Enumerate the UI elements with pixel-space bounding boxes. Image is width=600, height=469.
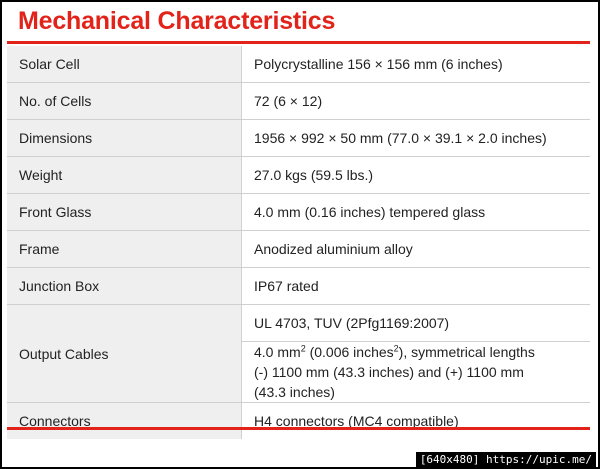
row-value: IP67 rated xyxy=(241,267,590,305)
row-label: Dimensions xyxy=(7,119,242,157)
table-row: Frame Anodized aluminium alloy xyxy=(7,230,590,268)
table-row: Weight 27.0 kgs (59.5 lbs.) xyxy=(7,156,590,194)
cable-spec-text-c: ), symmetrical lengths (-) 1100 mm (43.3… xyxy=(254,344,535,400)
table-row: Output Cables UL 4703, TUV (2Pfg1169:200… xyxy=(7,304,590,403)
row-label: Connectors xyxy=(7,402,242,439)
row-value: 4.0 mm2 (0.006 inches2), symmetrical len… xyxy=(241,341,590,403)
row-label: Frame xyxy=(7,230,242,268)
row-label: Output Cables xyxy=(7,304,242,403)
row-value: H4 connectors (MC4 compatible) xyxy=(241,402,590,439)
row-value: Polycrystalline 156 × 156 mm (6 inches) xyxy=(241,46,590,83)
table-row: 4.0 mm2 (0.006 inches2), symmetrical len… xyxy=(7,341,590,403)
table-row: No. of Cells 72 (6 × 12) xyxy=(7,82,590,120)
spec-table: Solar Cell Polycrystalline 156 × 156 mm … xyxy=(7,46,590,439)
row-value: UL 4703, TUV (2Pfg1169:2007) xyxy=(241,304,590,342)
cable-spec-text-a: 4.0 mm xyxy=(254,344,301,360)
cable-spec-sup-b: 2 xyxy=(393,343,399,354)
row-value: 27.0 kgs (59.5 lbs.) xyxy=(241,156,590,194)
watermark-label: [640x480] https://upic.me/ xyxy=(415,452,596,467)
table-row: Connectors H4 connectors (MC4 compatible… xyxy=(7,402,590,439)
cable-spec-text-b: (0.006 inches xyxy=(305,344,394,360)
row-value: Anodized aluminium alloy xyxy=(241,230,590,268)
row-value: 4.0 mm (0.16 inches) tempered glass xyxy=(241,193,590,231)
table-row: Solar Cell Polycrystalline 156 × 156 mm … xyxy=(7,46,590,83)
row-label: Weight xyxy=(7,156,242,194)
table-row: Dimensions 1956 × 992 × 50 mm (77.0 × 39… xyxy=(7,119,590,157)
table-row: Front Glass 4.0 mm (0.16 inches) tempere… xyxy=(7,193,590,231)
row-label: Front Glass xyxy=(7,193,242,231)
section-title: Mechanical Characteristics xyxy=(18,7,336,35)
row-value: 1956 × 992 × 50 mm (77.0 × 39.1 × 2.0 in… xyxy=(241,119,590,157)
title-rule xyxy=(7,41,590,44)
cable-spec-sup-a: 2 xyxy=(300,343,306,354)
table-row: Junction Box IP67 rated xyxy=(7,267,590,305)
row-value: 72 (6 × 12) xyxy=(241,82,590,120)
row-label: Solar Cell xyxy=(7,46,242,83)
bottom-rule xyxy=(7,427,590,430)
row-label: Junction Box xyxy=(7,267,242,305)
row-label: No. of Cells xyxy=(7,82,242,120)
